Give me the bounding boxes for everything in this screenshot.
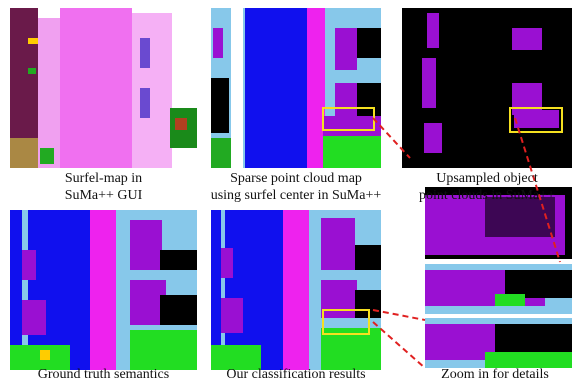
zoom-bottom-image <box>425 318 572 368</box>
caption-line: Zoom in for details <box>441 367 549 382</box>
caption-zoom: Zoom in for details <box>410 366 580 383</box>
caption-ground-truth: Ground truth semantics <box>10 366 197 383</box>
caption-line: Ground truth semantics <box>37 367 170 382</box>
upsampled-image <box>402 8 572 168</box>
caption-surfel-map: Surfel-map in SuMa++ GUI <box>10 170 197 204</box>
caption-line: point clouds in SuMa++ <box>419 188 555 203</box>
caption-upsampled: Upsampled object point clouds in SuMa++ <box>402 170 572 204</box>
caption-classification: Our classification results <box>196 366 396 383</box>
caption-line: using surfel center in SuMa++ <box>210 188 382 203</box>
sparse-map-image <box>211 8 381 168</box>
caption-line: Our classification results <box>226 367 366 382</box>
caption-line: SuMa++ GUI <box>64 188 143 203</box>
caption-line: Upsampled object <box>436 171 538 186</box>
zoom-middle-image <box>425 264 572 314</box>
caption-sparse-map: Sparse point cloud map using surfel cent… <box>196 170 396 204</box>
surfel-map-image <box>10 8 197 168</box>
caption-line: Surfel-map in <box>64 171 143 186</box>
ground-truth-image <box>10 210 197 370</box>
classification-image <box>211 210 381 370</box>
caption-line: Sparse point cloud map <box>230 171 362 186</box>
